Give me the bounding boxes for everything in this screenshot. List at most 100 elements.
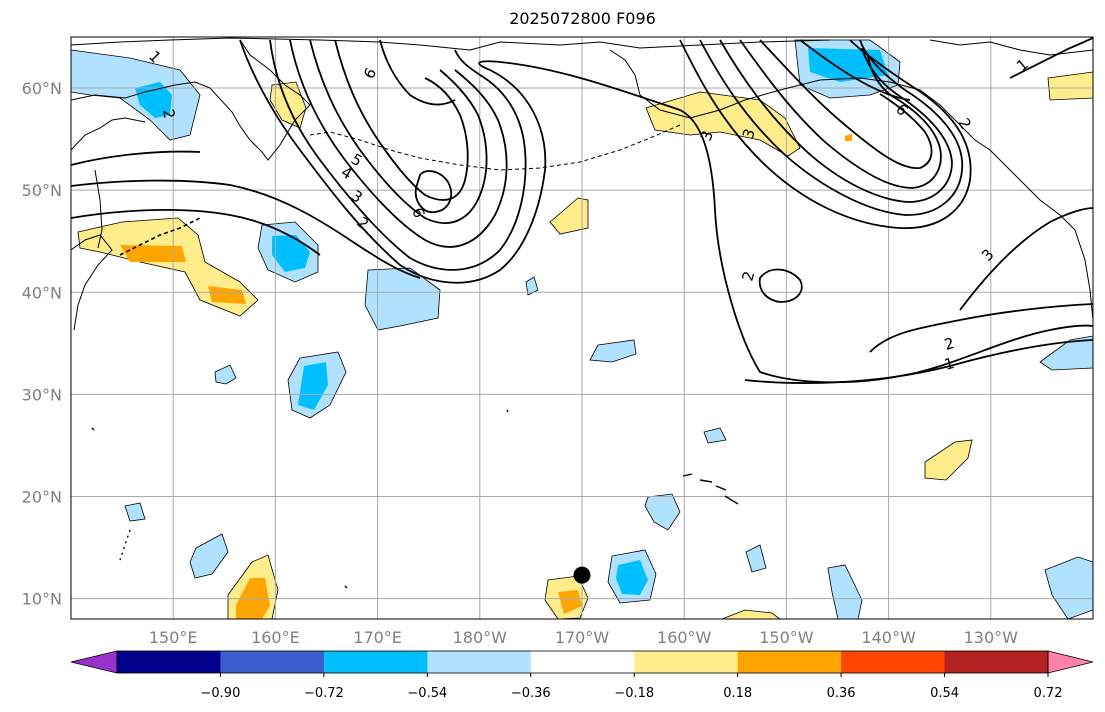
contour-6-east (759, 39, 933, 169)
contour-2-small (758, 268, 803, 303)
negative-area (644, 493, 681, 531)
colorbar-segment (530, 651, 635, 673)
colorbar-tick-label: −0.54 (407, 686, 447, 701)
latitude-tick-label: 60°N (22, 79, 62, 98)
negative-core (272, 235, 310, 272)
colorbar-tick-label: 0.36 (827, 686, 856, 701)
contour-3-east-low (959, 207, 1093, 311)
positive-core (558, 590, 582, 614)
longitude-tick-label: 150°E (149, 628, 198, 647)
negative-area (827, 564, 863, 619)
latitude-tick-label: 50°N (22, 181, 62, 200)
map-title: 2025072800 F096 (509, 9, 656, 28)
contour-2-west (71, 179, 421, 279)
colorbar-extend-max (1047, 650, 1094, 674)
positive-area (721, 609, 781, 619)
latitude-tick-label: 10°N (22, 590, 62, 609)
contour-low-6 (379, 39, 456, 106)
latitude-tick-label: 30°N (22, 385, 62, 404)
contour-trough-2 (239, 39, 1093, 384)
positive-core (208, 286, 246, 304)
negative-area (1039, 335, 1093, 371)
latitude-tick-label: 20°N (22, 487, 62, 506)
negative-core (135, 82, 172, 118)
coastline-sea-of-okhotsk-west (71, 117, 146, 151)
coastline-hokkaido-honshu (71, 234, 113, 331)
negative-area (525, 276, 539, 296)
colorbar-segment (841, 651, 946, 673)
plot-frame (70, 36, 1094, 620)
contour-5-west (309, 39, 488, 224)
positive-area (1047, 71, 1093, 101)
graticule (71, 37, 1093, 619)
negative-area (364, 267, 441, 331)
coastline-chukotka (469, 41, 641, 51)
contour-7-east (799, 39, 911, 101)
contour-label: 4 (338, 163, 355, 183)
coastline-sakhalin (94, 169, 103, 249)
colorbar-segment (323, 651, 428, 673)
longitude-tick-label: 170°W (555, 628, 610, 647)
negative-area (214, 364, 237, 385)
negative-area (189, 533, 229, 579)
contour-low-2 (71, 150, 201, 166)
colorbar-tick-label: −0.18 (614, 686, 654, 701)
contour-1-east (744, 339, 1093, 384)
anomaly-shading (71, 39, 1093, 619)
positive-core (845, 134, 852, 141)
colorbar-tick-label: 0.54 (930, 686, 959, 701)
colorbar-tick-label: −0.72 (304, 686, 344, 701)
coastline-alaska-west (609, 49, 746, 119)
contour-label: 1 (1013, 55, 1032, 75)
storm-marker (573, 566, 591, 584)
contour-label: 2 (159, 108, 178, 121)
colorbar-tick-label: −0.36 (511, 686, 551, 701)
contour-label: 6 (892, 100, 911, 119)
contour-6-west (334, 39, 469, 201)
contour-label: 1 (942, 354, 956, 374)
longitude-tick-label: 130°W (964, 628, 1019, 647)
contour-label: 2 (942, 334, 956, 354)
colorbar-segment (427, 651, 532, 673)
latitude-labels: 10°N 20°N 30°N 40°N 50°N 60°N (22, 79, 62, 609)
colorbar-extend-min (70, 650, 118, 674)
colorbar-tick-label: 0.18 (723, 686, 752, 701)
coastline-alaska-north (639, 39, 831, 49)
colorbar-segment (737, 651, 842, 673)
longitude-tick-label: 150°W (759, 628, 814, 647)
negative-area (124, 502, 146, 522)
contour-4-east (719, 39, 953, 203)
contour-label: 2 (738, 269, 758, 283)
coastline-siberia (71, 37, 471, 51)
marianas-islands (119, 529, 131, 561)
coastline-usa-west (1074, 229, 1093, 321)
coastline-canada (929, 39, 1093, 56)
negative-area (703, 427, 727, 444)
coastline-alaska-south (744, 77, 991, 151)
coastlines (71, 37, 1093, 589)
contour-lines (71, 37, 1093, 384)
contour-label: 2 (353, 213, 372, 233)
kuril-islands (119, 217, 201, 256)
colorbar-tick-label: −0.90 (201, 686, 241, 701)
contour-label: 3 (978, 245, 997, 264)
longitude-labels: 150°E 160°E 170°E 180°W 170°W 160°W 150°W 140°W… (149, 628, 1018, 647)
colorbar-frame (116, 650, 1049, 674)
colorbar: −0.90 −0.72 −0.54 −0.36 −0.18 0.18 0.36 0.54 0.7… (70, 650, 1094, 701)
negative-area (745, 544, 767, 573)
contour-1-west (71, 208, 321, 256)
positive-core (120, 245, 186, 262)
longitude-tick-label: 160°E (251, 628, 300, 647)
colorbar-tick-label: 0.72 (1034, 686, 1063, 701)
coastline-british-columbia (989, 149, 1076, 231)
contour-4-west (289, 39, 508, 248)
contour-3-east (699, 39, 964, 216)
contour-label: 3 (348, 187, 366, 207)
contour-2-east-low (869, 303, 1093, 353)
negative-core (298, 362, 328, 410)
contour-6-inner (414, 170, 452, 213)
longitude-tick-label: 160°W (657, 628, 712, 647)
latitude-tick-label: 40°N (22, 283, 62, 302)
contour-2-east (679, 39, 972, 229)
